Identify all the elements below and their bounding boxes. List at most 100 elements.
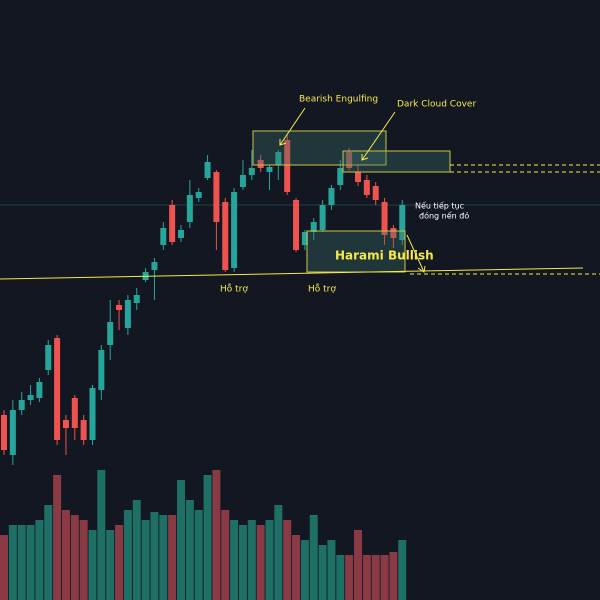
volume-bar — [345, 555, 354, 600]
pattern-box — [342, 150, 451, 173]
volume-bar — [115, 525, 124, 600]
candle-body — [319, 205, 326, 230]
volume-bar — [123, 510, 132, 600]
candle-body — [231, 192, 238, 268]
volume-bar — [150, 512, 159, 600]
candle-body — [62, 420, 69, 428]
volume-bar — [398, 540, 407, 600]
candle-body — [301, 232, 308, 245]
arrow — [361, 111, 396, 161]
candle-body — [186, 195, 193, 222]
annotation: Hỗ trợ — [220, 284, 248, 295]
volume-bar — [362, 555, 371, 600]
volume-bar — [274, 505, 283, 600]
volume-bar — [380, 555, 389, 600]
volume-bar — [354, 530, 362, 600]
volume-bar — [168, 515, 177, 600]
arrow — [279, 107, 306, 146]
arrow-head — [279, 139, 287, 146]
arrow-head — [361, 154, 369, 161]
volume-bar — [238, 525, 247, 600]
candle-body — [399, 205, 406, 240]
candle-body — [337, 168, 344, 185]
volume-bar — [300, 540, 309, 600]
candle-body — [346, 152, 353, 168]
volume-bar — [61, 510, 70, 600]
volume-bar — [44, 505, 53, 600]
candle-body — [27, 395, 34, 400]
volume-bar — [336, 555, 345, 600]
volume-bar — [185, 500, 194, 600]
annotation: đóng nến đỏ — [419, 211, 469, 221]
volume-bar — [389, 552, 398, 600]
arrow — [406, 234, 425, 273]
volume-bar — [177, 480, 185, 600]
volume-bar — [88, 530, 97, 600]
candle-body — [213, 172, 220, 222]
candle-body — [80, 420, 87, 440]
volume-bar — [327, 540, 336, 600]
candle-body — [178, 230, 184, 238]
candle-body — [9, 410, 16, 455]
candle-body — [293, 200, 300, 250]
annotation: Hỗ trợ — [308, 284, 336, 295]
annotation: Dark Cloud Cover — [397, 100, 476, 110]
candle-body — [124, 300, 131, 328]
candle-body — [222, 202, 229, 270]
annotation: Nếu tiếp tục — [415, 201, 464, 212]
volume-bar — [141, 520, 150, 600]
candle-body — [248, 168, 255, 175]
volume-bar — [79, 520, 88, 600]
candle-body — [257, 160, 264, 168]
volume-bar — [203, 475, 212, 600]
candle-body — [372, 186, 379, 200]
annotation: Harami Bullish — [335, 249, 434, 263]
candle-body — [151, 262, 158, 270]
volume-bar — [371, 555, 380, 600]
volume-bar — [247, 520, 256, 600]
candle-body — [133, 295, 140, 303]
volume-bar — [132, 500, 141, 600]
volume-bar — [53, 475, 62, 600]
volume-bar — [26, 525, 35, 600]
volume-bar — [8, 525, 17, 600]
volume-bar — [97, 470, 106, 600]
candle-body — [98, 350, 105, 390]
volume-bar — [106, 530, 115, 600]
candle-body — [18, 400, 25, 410]
candle-body — [54, 338, 61, 440]
volume-bar — [283, 520, 292, 600]
candle-body — [363, 180, 370, 195]
candle-body — [1, 415, 7, 450]
pattern-box — [306, 230, 406, 273]
candle-body — [169, 205, 176, 242]
candle-body — [266, 167, 273, 172]
candle-body — [71, 398, 78, 428]
volume-bar — [256, 525, 265, 600]
volume-bar — [70, 515, 79, 600]
candle-body — [239, 175, 246, 187]
volume-bar — [212, 470, 221, 600]
candle-body — [275, 152, 282, 165]
volume-bar — [292, 535, 301, 600]
volume-bar — [230, 520, 239, 600]
candle-body — [45, 345, 52, 370]
arrow-head — [417, 265, 426, 273]
candle-body — [310, 222, 317, 232]
volume-bar — [17, 525, 26, 600]
volume-bar — [159, 515, 168, 600]
candle-body — [107, 322, 114, 345]
volume-bar — [318, 545, 327, 600]
candle-body — [328, 188, 335, 205]
volume-bar — [194, 510, 203, 600]
candle-body — [381, 202, 388, 235]
candle-body — [116, 305, 123, 310]
volume-bar — [0, 535, 8, 600]
candle-body — [195, 192, 202, 198]
candle-body — [355, 172, 361, 182]
candle-body — [390, 228, 397, 238]
volume-bar — [265, 520, 274, 600]
volume-bar — [221, 510, 230, 600]
